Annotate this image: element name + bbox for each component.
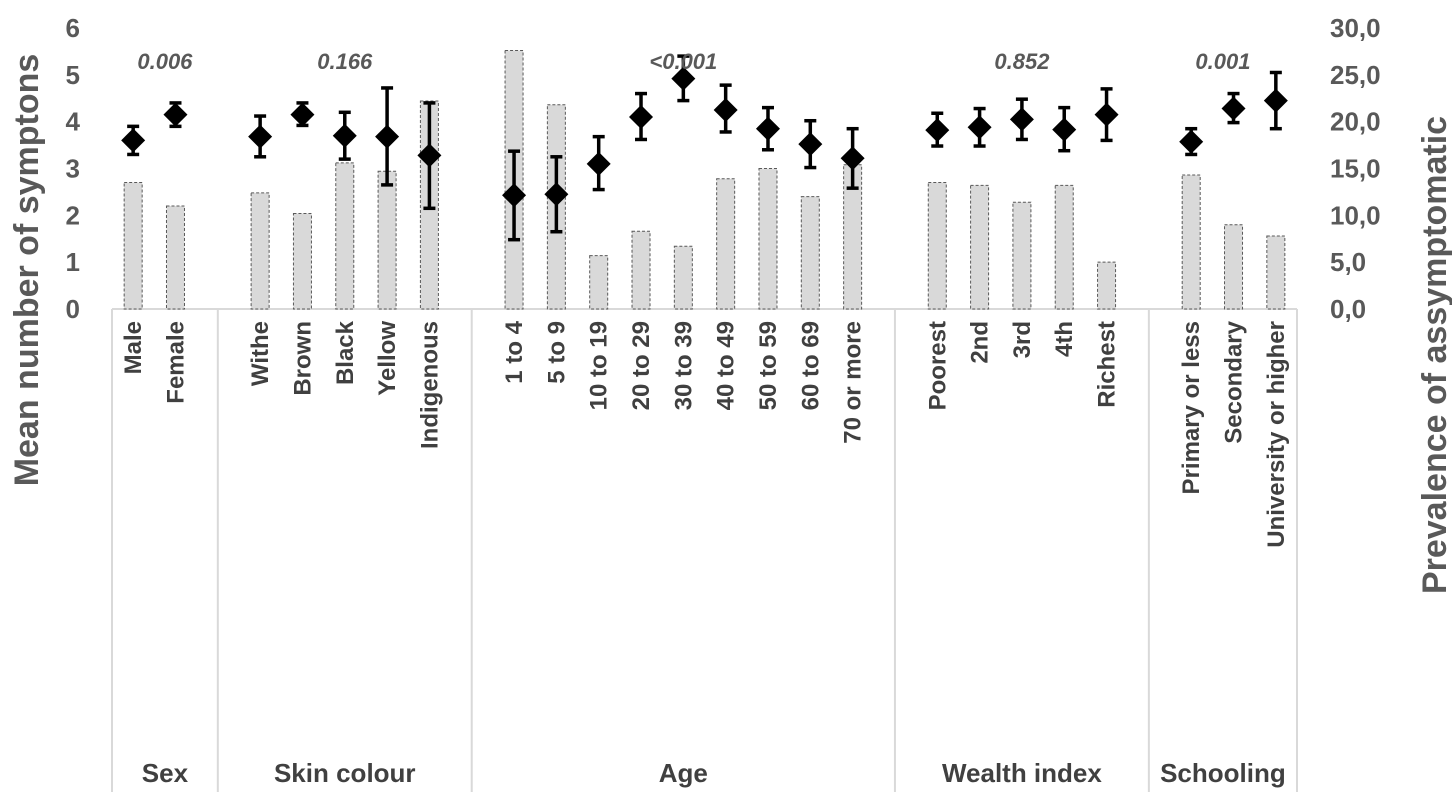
y-tick-label: 2 bbox=[66, 200, 80, 230]
mean-marker bbox=[586, 151, 611, 176]
y-tick-label: 0 bbox=[66, 294, 80, 324]
category-label: 20 to 29 bbox=[628, 321, 655, 410]
category-label: 60 to 69 bbox=[797, 321, 824, 410]
mean-marker bbox=[671, 66, 696, 91]
group-label: Age bbox=[659, 758, 708, 788]
mean-marker bbox=[1052, 117, 1077, 142]
prevalence-bar bbox=[123, 182, 143, 310]
mean-marker bbox=[544, 182, 569, 207]
prevalence-bar bbox=[1012, 201, 1032, 310]
mean-marker bbox=[1179, 129, 1204, 154]
mean-marker bbox=[332, 123, 357, 148]
prevalence-bar bbox=[927, 182, 947, 310]
y-tick-label: 5 bbox=[66, 60, 80, 90]
category-label: 1 to 4 bbox=[501, 320, 528, 383]
category-label: 40 to 49 bbox=[713, 321, 740, 410]
category-label: 70 or more bbox=[840, 321, 867, 444]
group-label: Schooling bbox=[1160, 758, 1286, 788]
mean-marker bbox=[798, 132, 823, 157]
p-value-label: 0.166 bbox=[317, 49, 373, 74]
p-value-label: 0.006 bbox=[137, 49, 193, 74]
mean-marker bbox=[163, 102, 188, 127]
prevalence-bar bbox=[631, 230, 651, 310]
mean-marker bbox=[1094, 102, 1119, 127]
category-label: Yellow bbox=[374, 321, 401, 396]
y2-tick-label: 10,0 bbox=[1330, 200, 1381, 230]
y-tick-label: 4 bbox=[66, 107, 81, 137]
y-tick-label: 3 bbox=[66, 154, 80, 184]
mean-marker bbox=[121, 128, 146, 153]
prevalence-bar bbox=[758, 168, 778, 310]
prevalence-bar bbox=[843, 164, 863, 310]
category-label: Brown bbox=[289, 321, 316, 396]
category-label: Secondary bbox=[1221, 320, 1248, 443]
prevalence-bar bbox=[589, 255, 609, 310]
mean-marker bbox=[290, 102, 315, 127]
prevalence-bar bbox=[673, 245, 693, 310]
prevalence-bar bbox=[377, 170, 397, 310]
category-label: University or higher bbox=[1263, 321, 1290, 548]
mean-marker bbox=[840, 146, 865, 171]
group-label: Skin colour bbox=[274, 758, 416, 788]
y2-tick-label: 5,0 bbox=[1330, 247, 1366, 277]
y-tick-label: 1 bbox=[66, 247, 80, 277]
y-axis-title: Mean number of symptons bbox=[8, 54, 46, 487]
mean-marker bbox=[629, 104, 654, 129]
mean-marker bbox=[417, 143, 442, 168]
mean-marker bbox=[967, 115, 992, 140]
category-label: Richest bbox=[1094, 321, 1121, 408]
category-label: Black bbox=[332, 320, 359, 385]
prevalence-bar bbox=[292, 212, 312, 310]
y2-tick-label: 0,0 bbox=[1330, 294, 1366, 324]
category-label: 10 to 19 bbox=[586, 321, 613, 410]
group-label: Wealth index bbox=[942, 758, 1102, 788]
category-label: 30 to 39 bbox=[670, 321, 697, 410]
category-label: Primary or less bbox=[1178, 321, 1205, 494]
y2-tick-label: 25,0 bbox=[1330, 60, 1381, 90]
prevalence-bar bbox=[1054, 184, 1074, 310]
category-label: 3rd bbox=[1009, 321, 1036, 358]
mean-marker bbox=[925, 118, 950, 143]
category-label: 2nd bbox=[967, 321, 994, 364]
mean-marker bbox=[502, 183, 527, 208]
prevalence-bar bbox=[1224, 224, 1244, 310]
mean-marker bbox=[1263, 88, 1288, 113]
prevalence-bar bbox=[716, 178, 736, 310]
y-tick-label: 6 bbox=[66, 13, 80, 43]
prevalence-bar bbox=[1266, 235, 1286, 310]
category-label: Male bbox=[120, 321, 147, 374]
prevalence-bar bbox=[165, 205, 185, 310]
mean-marker bbox=[1009, 107, 1034, 132]
group-label: Sex bbox=[142, 758, 189, 788]
category-label: 50 to 59 bbox=[755, 321, 782, 410]
prevalence-bar bbox=[800, 196, 820, 310]
p-value-label: 0.852 bbox=[994, 49, 1050, 74]
y2-tick-label: 20,0 bbox=[1330, 107, 1381, 137]
mean-marker bbox=[375, 124, 400, 149]
p-value-label: 0.001 bbox=[1195, 49, 1250, 74]
y2-tick-label: 30,0 bbox=[1330, 13, 1381, 43]
prevalence-bar bbox=[250, 192, 270, 310]
category-label: Indigenous bbox=[416, 321, 443, 449]
category-label: Withe bbox=[247, 321, 274, 386]
prevalence-bar bbox=[335, 162, 355, 310]
category-label: Female bbox=[162, 321, 189, 404]
prevalence-bar bbox=[1181, 174, 1201, 310]
y2-tick-label: 15,0 bbox=[1330, 154, 1381, 184]
prevalence-bar bbox=[1097, 261, 1117, 310]
category-label: 4th bbox=[1051, 321, 1078, 357]
p-value-label: <0.001 bbox=[649, 49, 717, 74]
category-label: 5 to 9 bbox=[543, 321, 570, 384]
category-label: Poorest bbox=[924, 321, 951, 410]
mean-marker bbox=[755, 116, 780, 141]
mean-marker bbox=[713, 97, 738, 122]
prevalence-bar bbox=[970, 184, 990, 310]
y2-axis-title: Prevalence of assymptomatic bbox=[1416, 116, 1452, 594]
mean-marker bbox=[248, 124, 273, 149]
mean-marker bbox=[1221, 96, 1246, 121]
